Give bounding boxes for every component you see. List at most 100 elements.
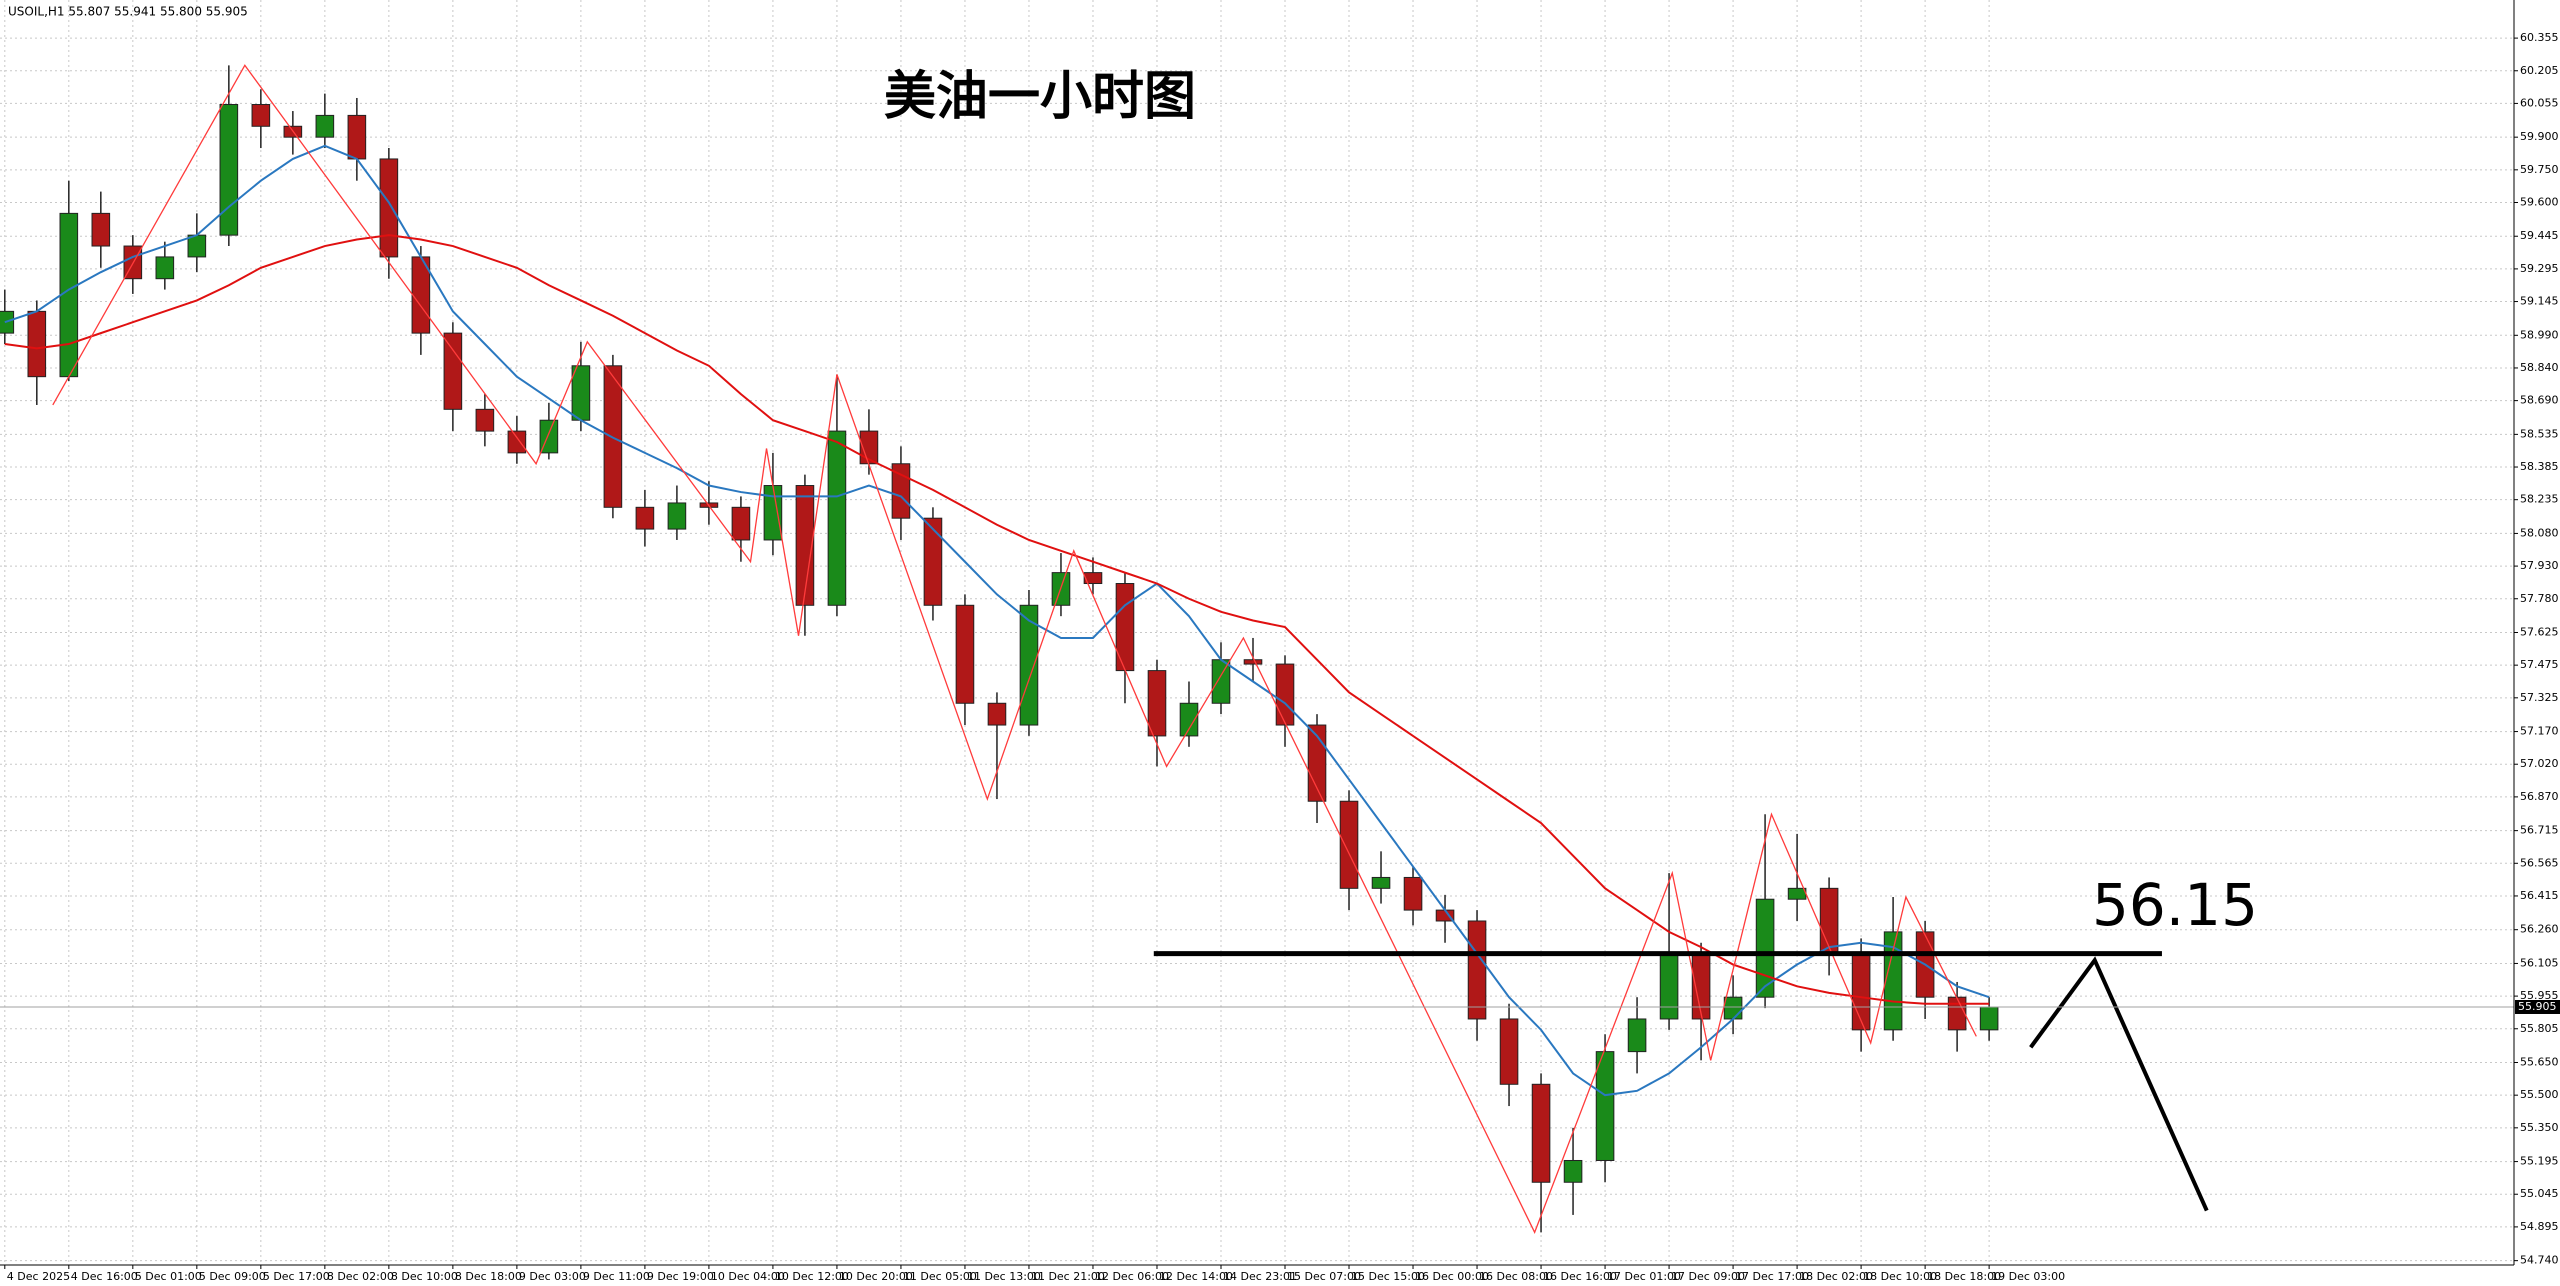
level-annotation: 56.15: [2092, 871, 2258, 939]
y-tick-label: 56.715: [2520, 824, 2559, 837]
candle-body: [1563, 1159, 1583, 1183]
y-tick-label: 58.690: [2520, 394, 2559, 407]
candle-body: [379, 158, 399, 258]
x-tick-label: 10 Dec 20:00: [839, 1270, 913, 1283]
candle-body: [923, 517, 943, 606]
candle-body: [1979, 1006, 1999, 1031]
candle-body: [635, 506, 655, 530]
y-tick-label: 55.650: [2520, 1056, 2559, 1069]
y-tick-label: 55.195: [2520, 1155, 2559, 1168]
candle-body: [571, 365, 591, 421]
candle-body: [1179, 702, 1199, 737]
candle-body: [955, 604, 975, 704]
x-tick-label: 4 Dec 2025: [7, 1270, 70, 1283]
y-tick-label: 57.325: [2520, 691, 2559, 704]
plot: [0, 64, 2514, 1234]
y-tick-label: 56.870: [2520, 790, 2559, 803]
y-tick-label: 59.900: [2520, 130, 2559, 143]
y-tick-label: 58.840: [2520, 361, 2559, 374]
x-tick-label: 8 Dec 10:00: [391, 1270, 458, 1283]
candle-body: [1531, 1083, 1551, 1183]
x-tick-label: 17 Dec 01:00: [1607, 1270, 1681, 1283]
x-tick-label: 11 Dec 13:00: [967, 1270, 1041, 1283]
zigzag: [52, 64, 1977, 1234]
x-tick-label: 17 Dec 17:00: [1735, 1270, 1809, 1283]
chart-title: 美油一小时图: [884, 67, 1196, 127]
candle-body: [1275, 663, 1295, 726]
candle-body: [1083, 572, 1103, 585]
x-tick-label: 12 Dec 14:00: [1159, 1270, 1233, 1283]
x-tick-label: 11 Dec 21:00: [1031, 1270, 1105, 1283]
y-tick-label: 56.565: [2520, 856, 2559, 869]
candle-body: [1307, 724, 1327, 802]
candle-body: [1019, 604, 1039, 726]
candle-body: [1371, 876, 1391, 889]
y-tick-label: 60.355: [2520, 31, 2559, 44]
y-tick-label: 54.895: [2520, 1220, 2559, 1233]
x-tick-label: 16 Dec 16:00: [1543, 1270, 1617, 1283]
candle-body: [155, 256, 175, 280]
y-tick-label: 54.740: [2520, 1254, 2559, 1267]
candle-body: [1819, 887, 1839, 955]
candle-body: [1755, 898, 1775, 998]
moving-average: [4, 234, 1990, 1005]
x-tick-label: 10 Dec 12:00: [775, 1270, 849, 1283]
candle-body: [1947, 996, 1967, 1031]
candle-body: [667, 502, 687, 530]
candle-body: [1883, 931, 1903, 1031]
y-tick-label: 56.415: [2520, 889, 2559, 902]
y-tick-label: 59.600: [2520, 195, 2559, 208]
labels: 60.355 60.205 60.055 59.900 59.750 59.600 59.4…: [4, 31, 2560, 1283]
y-tick-label: 59.750: [2520, 163, 2559, 176]
x-tick-label: 18 Dec 02:00: [1799, 1270, 1873, 1283]
candle-body: [1147, 670, 1167, 737]
y-tick-label: 57.930: [2520, 559, 2559, 572]
y-tick-label: 60.205: [2520, 64, 2559, 77]
y-tick-label: 55.350: [2520, 1121, 2559, 1134]
candle-body: [27, 310, 47, 378]
last-price-label: 55.905: [2518, 1000, 2557, 1013]
candle-body: [443, 332, 463, 410]
candle-body: [1659, 953, 1679, 1020]
y-tick-label: 58.990: [2520, 328, 2559, 341]
candle-body: [1787, 887, 1807, 900]
candle-body: [347, 114, 367, 160]
projection-line: [2029, 956, 2209, 1212]
x-tick-label: 5 Dec 01:00: [135, 1270, 202, 1283]
x-tick-label: 19 Dec 03:00: [1991, 1270, 2065, 1283]
y-tick-label: 57.020: [2520, 757, 2559, 770]
x-tick-label: 9 Dec 11:00: [583, 1270, 650, 1283]
candle-body: [475, 408, 495, 432]
y-tick-label: 56.105: [2520, 956, 2559, 969]
y-tick-label: 55.805: [2520, 1022, 2559, 1035]
x-tick-label: 17 Dec 09:00: [1671, 1270, 1745, 1283]
x-tick-label: 11 Dec 05:00: [903, 1270, 977, 1283]
grid: [0, 0, 2514, 1265]
candle-body: [251, 104, 271, 127]
candle-body: [315, 114, 335, 138]
candle-body: [1627, 1018, 1647, 1053]
y-tick-label: 55.500: [2520, 1088, 2559, 1101]
candle-body: [1339, 800, 1359, 889]
y-tick-label: 58.535: [2520, 427, 2559, 440]
y-tick-label: 57.475: [2520, 658, 2559, 671]
x-tick-label: 8 Dec 18:00: [455, 1270, 522, 1283]
candle-body: [1595, 1051, 1615, 1161]
x-tick-label: 15 Dec 07:00: [1287, 1270, 1361, 1283]
candle-body: [795, 485, 815, 606]
candle-body: [1115, 583, 1135, 672]
y-tick-label: 58.080: [2520, 526, 2559, 539]
candle-body: [219, 104, 239, 236]
x-tick-label: 12 Dec 06:00: [1095, 1270, 1169, 1283]
x-tick-label: 4 Dec 16:00: [71, 1270, 138, 1283]
candle-body: [731, 506, 751, 541]
candle-body: [187, 234, 207, 258]
x-tick-label: 9 Dec 03:00: [519, 1270, 586, 1283]
x-tick-label: 18 Dec 18:00: [1927, 1270, 2001, 1283]
x-tick-label: 14 Dec 23:01: [1223, 1270, 1297, 1283]
y-tick-label: 59.445: [2520, 229, 2559, 242]
y-tick-label: 59.145: [2520, 295, 2559, 308]
x-tick-label: 15 Dec 15:00: [1351, 1270, 1425, 1283]
x-tick-label: 8 Dec 02:00: [327, 1270, 394, 1283]
